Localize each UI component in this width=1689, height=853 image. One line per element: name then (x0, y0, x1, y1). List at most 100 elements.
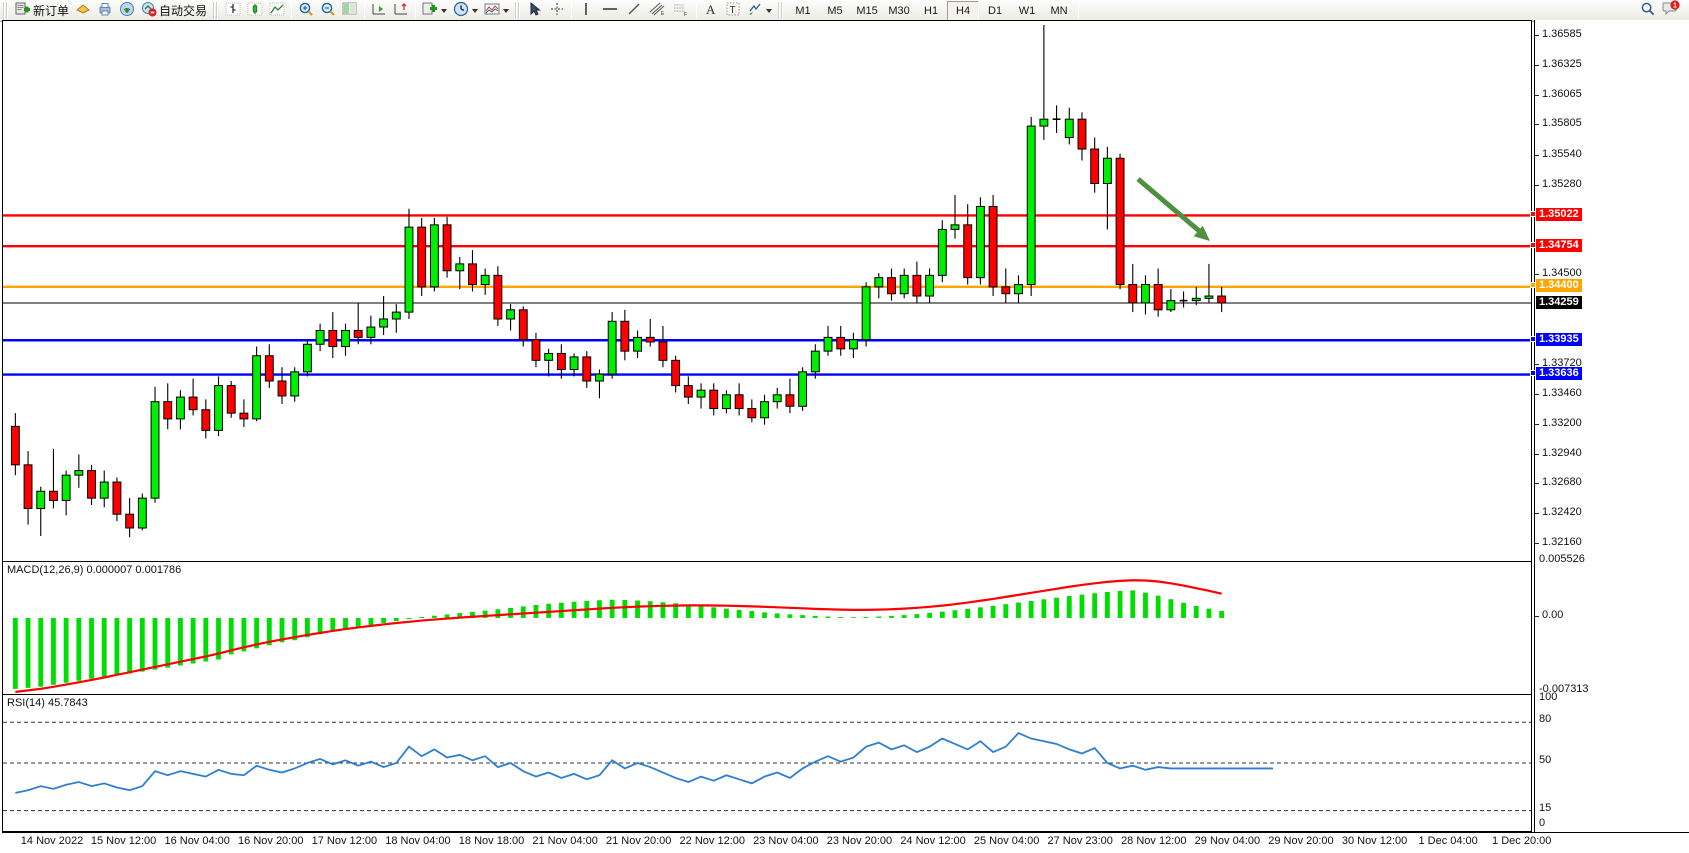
indicators-button[interactable] (419, 1, 450, 21)
level-handle-icon[interactable] (1530, 335, 1536, 342)
rsi-tick-label: 50 (1539, 754, 1552, 766)
toolbar-grip-3[interactable] (515, 2, 522, 19)
chart-area[interactable]: MACD(12,26,9) 0.000007 0.001786 RSI(14) … (2, 20, 1532, 832)
crosshair-button[interactable] (546, 1, 568, 21)
timeframe-h4[interactable]: H4 (947, 0, 980, 21)
line-chart-button[interactable] (266, 1, 288, 21)
templates-button[interactable] (481, 1, 512, 21)
expert-advisor-button[interactable] (72, 1, 94, 21)
price-label-support-2[interactable]: 1.33636 (1530, 367, 1582, 381)
timeframe-m30[interactable]: M30 (888, 4, 910, 17)
toolbar-grip[interactable] (3, 2, 9, 19)
trendline-button[interactable] (623, 1, 645, 21)
text-label-icon: T (725, 1, 741, 20)
level-handle-icon[interactable] (1530, 282, 1536, 289)
rsi-tick-label: 15 (1539, 801, 1552, 814)
candle (518, 306, 528, 347)
macd-pane[interactable]: MACD(12,26,9) 0.000007 0.001786 (3, 561, 1531, 693)
time-tick-label: 23 Nov 04:00 (753, 835, 819, 847)
candle-body (391, 311, 401, 320)
candle (1026, 116, 1036, 297)
price-label-resistance-2[interactable]: 1.35022 (1530, 207, 1582, 221)
chart-shift-button[interactable] (339, 1, 361, 21)
timeframe-d1[interactable]: D1 (988, 4, 1003, 17)
bar-chart-button[interactable] (222, 1, 244, 21)
candle-body (772, 394, 782, 403)
candlestick-chart-button[interactable] (244, 1, 266, 21)
price-pane[interactable] (3, 21, 1531, 559)
time-tick-label: 15 Nov 12:00 (90, 835, 157, 847)
equidistant-channel-button[interactable]: E (645, 1, 669, 21)
timeframe-m1[interactable]: M1 (795, 4, 811, 17)
chart-shift-marker-button[interactable] (390, 1, 412, 21)
price-tick-label: 1.32680 (1542, 476, 1582, 489)
fibonacci-button[interactable]: F (669, 1, 693, 21)
toolbar-grip-4[interactable] (778, 2, 785, 19)
level-handle-icon[interactable] (1530, 241, 1536, 248)
candle-body (341, 329, 350, 348)
alerts-button[interactable]: 1 (1659, 0, 1683, 21)
chevron-down-icon-2[interactable] (472, 8, 479, 13)
search-button[interactable] (1637, 1, 1659, 21)
candle-body (823, 336, 833, 352)
zoom-out-button[interactable] (317, 1, 339, 21)
level-handle-icon[interactable] (1530, 210, 1536, 217)
timeframe-m5[interactable]: M5 (827, 4, 843, 17)
price-label-resistance-1[interactable]: 1.34754 (1530, 238, 1582, 252)
cursor-button[interactable] (524, 1, 546, 21)
vertical-line-button[interactable] (575, 1, 597, 21)
chevron-down-icon[interactable] (441, 8, 448, 13)
tick-mark (1535, 453, 1539, 455)
candle (1128, 263, 1138, 313)
auto-trading-button[interactable]: 自动交易 (138, 1, 210, 21)
arrows-button[interactable] (744, 1, 775, 21)
horizontal-line-button[interactable] (597, 1, 623, 21)
period-button[interactable] (450, 1, 481, 21)
print-button[interactable] (94, 1, 116, 21)
candle-body (874, 277, 884, 288)
candle (607, 312, 617, 379)
price-axis[interactable]: 1.36585 1.36325 1.36065 1.35805 1.35540 1.352… (1530, 20, 1689, 832)
time-tick-label: 1 Dec 04:00 (1418, 835, 1478, 847)
rsi-pane[interactable]: RSI(14) 45.7843 (3, 694, 1531, 831)
candle (937, 220, 947, 283)
candle-body (61, 474, 71, 501)
time-tick-label: 29 Nov 20:00 (1268, 835, 1334, 847)
level-handle-icon[interactable] (1530, 370, 1536, 377)
time-tick-label: 16 Nov 04:00 (164, 835, 230, 847)
candle (1179, 291, 1188, 308)
fibonacci-icon: F (672, 1, 690, 20)
crosshair-icon (549, 1, 565, 20)
candle-body (328, 329, 338, 348)
timeframe-h1[interactable]: H1 (924, 4, 939, 17)
candle (696, 383, 706, 409)
price-candles-layer (3, 25, 1531, 538)
search-icon (1640, 1, 1656, 20)
time-axis[interactable]: 14 Nov 2022 15 Nov 12:00 16 Nov 04:00 16 No… (2, 832, 1689, 853)
zoom-in-button[interactable] (295, 1, 317, 21)
candle (633, 330, 642, 359)
price-label-last-price[interactable]: 1.34259 (1536, 295, 1582, 309)
candle-body (1014, 284, 1023, 295)
chevron-down-icon-4[interactable] (766, 8, 773, 13)
new-order-button[interactable]: 新订单 (12, 1, 72, 21)
candle (188, 378, 198, 416)
candle-body (950, 224, 960, 230)
candle-body (963, 224, 973, 279)
candle-body (912, 274, 922, 297)
price-label-pivot[interactable]: 1.34400 (1530, 279, 1582, 293)
timeframe-mn[interactable]: MN (1050, 4, 1068, 17)
autoscroll-button[interactable] (368, 1, 390, 21)
price-label-support-1[interactable]: 1.33935 (1530, 332, 1582, 346)
timeframe-m15[interactable]: M15 (856, 4, 878, 17)
text-label-button[interactable]: T (722, 1, 744, 21)
toolbar-grip-2[interactable] (213, 2, 220, 19)
candle-body (493, 274, 503, 320)
text-button[interactable]: A (700, 1, 722, 21)
timeframe-w1[interactable]: W1 (1018, 4, 1036, 17)
candle (36, 486, 46, 537)
candle-body (480, 274, 490, 286)
signals-button[interactable] (116, 1, 138, 21)
candle-body (277, 380, 287, 397)
chevron-down-icon-3[interactable] (503, 8, 510, 13)
